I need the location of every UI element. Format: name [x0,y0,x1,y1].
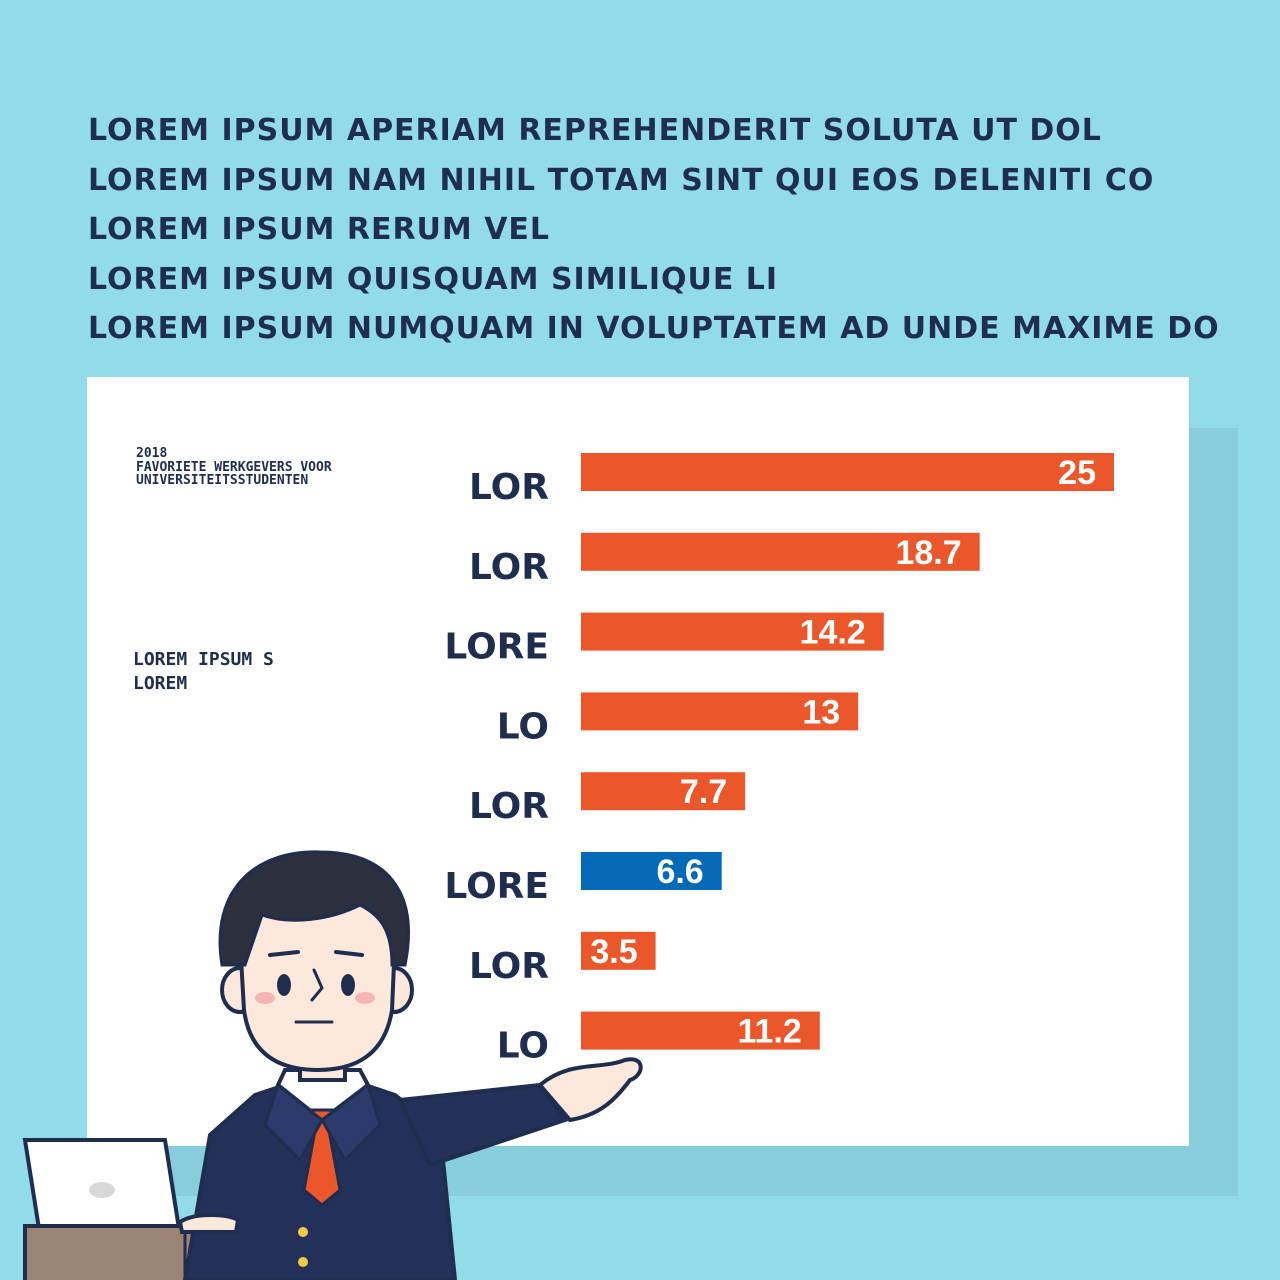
category-label: LORE [444,627,549,668]
bar [581,1011,820,1050]
hand-icon [177,1213,241,1234]
bar [581,453,1114,491]
chart-subtitle: 2018 FAVORIETE WERKGEVERS VOOR UNIVERSIT… [136,447,332,488]
category-label: LORE [444,866,549,907]
category-label: LOR [469,946,549,987]
subtitle-line: UNIVERSITEITSSTUDENTEN [136,473,309,488]
heading-line: LOREM IPSUM APERIAM REPREHENDERIT SOLUTA… [88,113,1102,148]
chart-note: LOREM IPSUM S LOREM [133,648,274,696]
bar [581,772,746,811]
data-label: 7.7 [680,773,727,811]
category-label: LO [497,706,549,747]
heading: LOREM IPSUM APERIAM REPREHENDERIT SOLUTA… [88,106,1238,354]
bar [581,931,656,970]
bar [581,692,859,731]
bar [581,852,722,890]
category-label: LOR [469,786,549,827]
data-label: 25 [1058,454,1096,492]
heading-line: LOREM IPSUM QUISQUAM SIMILIQUE LI [88,261,779,297]
note-line: LOREM IPSUM S [133,649,274,670]
presenter-illustration [22,850,643,1280]
subtitle-line: FAVORIETE WERKGEVERS VOOR [136,459,332,475]
category-label: LO [497,1026,549,1067]
heading-line: LOREM IPSUM RERUM VEL [88,212,551,247]
category-label: LOR [469,467,549,508]
bar [581,612,884,651]
note-line: LOREM [133,673,188,694]
data-label: 18.7 [895,534,961,572]
category-label: LOR [469,547,549,588]
data-label: 6.6 [656,853,703,891]
data-label: 3.5 [590,933,637,971]
data-label: 14.2 [800,614,866,652]
bar [581,532,980,571]
subtitle-year: 2018 [136,446,168,461]
person-head [218,850,414,1073]
data-label: 11.2 [737,1013,801,1051]
person-body [182,1057,643,1280]
data-label: 13 [802,693,840,731]
heading-line: LOREM IPSUM NAM NIHIL TOTAM SINT QUI EOS… [88,162,1155,198]
heading-line: LOREM IPSUM NUMQUAM IN VOLUPTATEM AD UND… [88,311,1220,346]
